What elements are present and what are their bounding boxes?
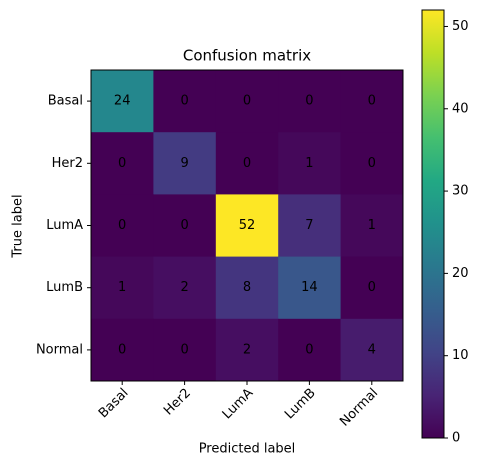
y-tick-label: LumA: [46, 218, 83, 233]
cell-label: 2: [180, 280, 188, 295]
cell-label: 0: [180, 342, 188, 357]
heatmap-cell: [215, 194, 279, 258]
heatmap-cell: [340, 256, 404, 320]
cell-label: 14: [301, 280, 318, 295]
colorbar-tick-label: 40: [452, 101, 469, 116]
cell-label: 0: [243, 156, 251, 171]
cell-label: 1: [305, 156, 313, 171]
heatmap-cell: [153, 194, 217, 258]
heatmap-cell: [278, 256, 342, 320]
colorbar-tick-label: 10: [452, 348, 469, 363]
heatmap-cell: [278, 194, 342, 258]
heatmap-cell: [91, 132, 154, 195]
cell-label: 0: [368, 156, 376, 171]
cell-label: 0: [305, 94, 313, 109]
cell-label: 1: [118, 280, 126, 295]
colorbar: [421, 9, 445, 439]
heatmap-cell: [340, 132, 404, 195]
y-tick-label: Her2: [52, 156, 83, 171]
heatmap-cell: [215, 256, 279, 320]
cell-label: 0: [243, 94, 251, 109]
colorbar-tick-label: 50: [452, 19, 469, 34]
cell-label: 2: [243, 342, 251, 357]
y-tick-label: LumB: [46, 280, 83, 295]
cell-label: 0: [118, 218, 126, 233]
cell-label: 9: [180, 156, 188, 171]
x-tick-label: LumB: [282, 386, 319, 423]
cell-label: 0: [368, 280, 376, 295]
heatmap-cell: [91, 318, 154, 382]
heatmap-cell: [153, 70, 217, 133]
cell-label: 1: [368, 218, 376, 233]
cell-label: 4: [368, 342, 376, 357]
heatmap-cell: [215, 318, 279, 382]
heatmap-cell: [153, 318, 217, 382]
cell-label: 0: [118, 156, 126, 171]
heatmap-cell: [340, 70, 404, 133]
x-tick-label: Normal: [337, 386, 381, 430]
heatmap-cell: [215, 70, 279, 133]
x-tick-label: Basal: [96, 386, 132, 422]
heatmap-cell: [278, 132, 342, 195]
heatmap-cell: [91, 194, 154, 258]
heatmap-cell: [91, 256, 154, 320]
heatmap-cell: [91, 70, 154, 133]
x-tick-label: LumA: [220, 386, 257, 423]
heatmap-cell: [278, 318, 342, 382]
cell-label: 8: [243, 280, 251, 295]
colorbar-tick-label: 20: [452, 266, 469, 281]
cell-label: 0: [305, 342, 313, 357]
cell-label: 0: [118, 342, 126, 357]
y-tick-label: Normal: [36, 342, 83, 357]
heatmap-cell: [340, 318, 404, 382]
chart-title: Confusion matrix: [183, 47, 311, 65]
cell-label: 7: [305, 218, 313, 233]
y-tick-label: Basal: [48, 94, 83, 109]
heatmap-cell: [278, 70, 342, 133]
heatmap-cell: [340, 194, 404, 258]
colorbar-tick-label: 0: [452, 431, 460, 446]
cell-label: 0: [180, 218, 188, 233]
cell-label: 0: [180, 94, 188, 109]
colorbar-tick-label: 30: [452, 184, 469, 199]
cell-label: 24: [114, 94, 131, 109]
heatmap-cell: [153, 132, 217, 195]
x-tick-label: Her2: [161, 386, 194, 419]
x-axis-label: Predicted label: [199, 442, 296, 457]
cell-label: 0: [368, 94, 376, 109]
y-axis-label: True label: [11, 194, 26, 258]
heatmap-cell: [153, 256, 217, 320]
cell-label: 52: [239, 218, 256, 233]
heatmap-cell: [215, 132, 279, 195]
